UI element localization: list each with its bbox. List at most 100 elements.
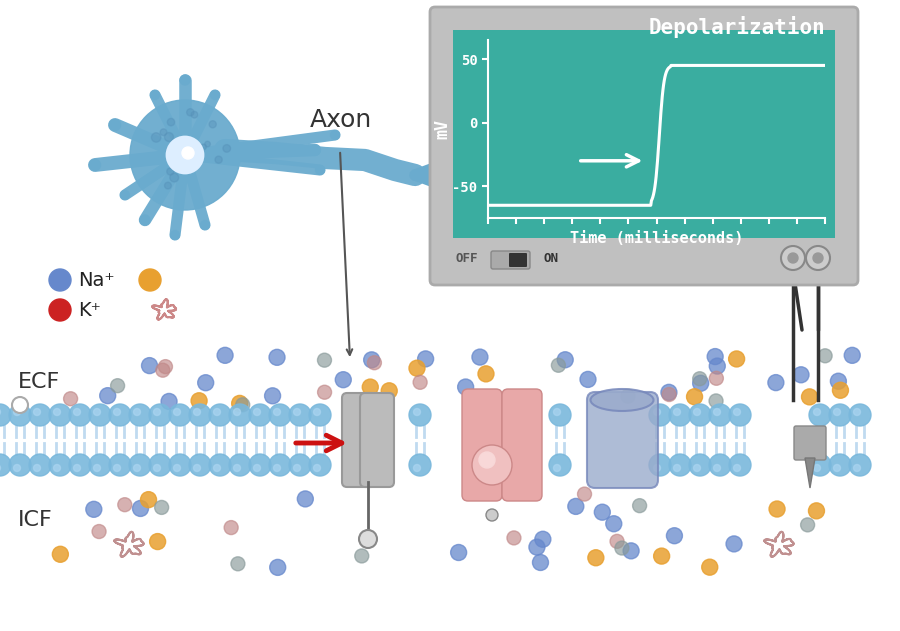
Text: K⁺: K⁺ [78,300,101,319]
Circle shape [209,404,231,426]
Circle shape [191,111,198,118]
Circle shape [336,372,351,387]
Circle shape [289,454,311,476]
Circle shape [297,491,313,507]
Circle shape [669,404,691,426]
Circle shape [74,464,80,471]
Circle shape [809,404,831,426]
Circle shape [217,347,233,363]
Circle shape [363,379,378,395]
Circle shape [92,524,106,538]
Circle shape [833,464,841,471]
Circle shape [113,464,121,471]
Circle shape [316,165,324,174]
Ellipse shape [590,389,653,411]
Circle shape [409,404,431,426]
Circle shape [109,454,131,476]
Circle shape [89,404,111,426]
Circle shape [140,492,157,508]
Circle shape [814,464,821,471]
Circle shape [213,408,220,415]
Circle shape [702,559,718,575]
Circle shape [768,375,784,391]
Circle shape [141,358,158,374]
Circle shape [633,498,646,512]
Circle shape [150,91,159,100]
Circle shape [33,408,40,415]
Circle shape [215,156,222,163]
Circle shape [606,516,622,532]
Circle shape [367,356,382,370]
Circle shape [709,371,724,386]
X-axis label: Time (milliseconds): Time (milliseconds) [570,231,743,246]
Circle shape [457,379,473,395]
Circle shape [129,454,151,476]
Circle shape [621,389,634,403]
Circle shape [53,408,60,415]
Circle shape [155,500,168,514]
Circle shape [186,109,194,116]
FancyBboxPatch shape [462,389,502,501]
Circle shape [802,389,817,405]
Circle shape [269,404,291,426]
Circle shape [231,396,248,411]
Circle shape [293,464,301,471]
Circle shape [849,404,871,426]
Circle shape [9,454,31,476]
Circle shape [472,349,488,365]
Circle shape [274,408,281,415]
FancyBboxPatch shape [502,389,542,501]
Circle shape [849,454,871,476]
Circle shape [133,464,140,471]
Circle shape [189,404,211,426]
Circle shape [201,144,206,150]
Circle shape [413,375,428,389]
Circle shape [734,408,741,415]
Circle shape [69,404,91,426]
Circle shape [110,119,121,131]
FancyBboxPatch shape [587,392,658,488]
Circle shape [673,464,680,471]
Circle shape [189,454,211,476]
Circle shape [233,464,240,471]
Circle shape [549,454,571,476]
Circle shape [661,384,677,400]
Circle shape [309,404,331,426]
Circle shape [100,387,116,404]
Circle shape [689,454,711,476]
Circle shape [714,464,721,471]
Circle shape [229,454,251,476]
Circle shape [169,404,191,426]
Circle shape [479,452,495,468]
Circle shape [359,530,377,548]
Text: ON: ON [543,252,558,264]
Circle shape [687,389,703,404]
Circle shape [813,253,823,263]
Circle shape [165,133,174,141]
Circle shape [588,550,604,566]
FancyBboxPatch shape [794,426,826,460]
Circle shape [132,500,148,516]
Text: Axon: Axon [310,108,373,132]
Circle shape [204,141,211,147]
Circle shape [140,215,150,225]
Circle shape [293,408,301,415]
Circle shape [231,557,245,571]
Circle shape [184,160,190,166]
Circle shape [29,404,51,426]
Circle shape [0,404,11,426]
Polygon shape [805,458,815,488]
Circle shape [818,349,832,363]
Circle shape [409,454,431,476]
Circle shape [181,164,187,170]
Circle shape [224,521,238,534]
FancyBboxPatch shape [491,251,530,269]
Circle shape [64,392,77,406]
Circle shape [169,454,191,476]
Circle shape [167,137,203,173]
Circle shape [726,536,742,552]
Circle shape [781,246,805,270]
Circle shape [156,363,170,377]
Circle shape [269,350,285,365]
Circle shape [478,366,494,382]
